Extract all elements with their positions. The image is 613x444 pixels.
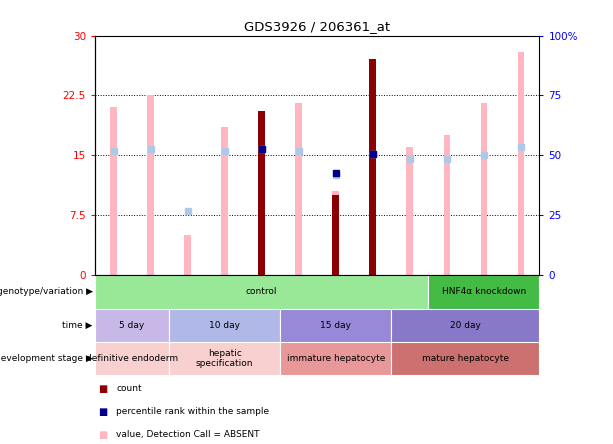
Bar <box>95 275 428 309</box>
Bar <box>370 59 376 275</box>
Text: control: control <box>246 287 278 297</box>
Text: development stage ▶: development stage ▶ <box>0 354 93 363</box>
Bar <box>332 195 339 275</box>
Bar <box>280 309 391 342</box>
Text: genotype/variation ▶: genotype/variation ▶ <box>0 287 93 297</box>
Bar <box>95 342 169 375</box>
Bar <box>110 107 117 275</box>
Bar <box>428 275 539 309</box>
Bar <box>517 52 524 275</box>
Bar <box>169 342 280 375</box>
Bar <box>185 235 191 275</box>
Text: percentile rank within the sample: percentile rank within the sample <box>116 407 270 416</box>
Text: ■: ■ <box>98 430 107 440</box>
Text: 10 day: 10 day <box>209 321 240 330</box>
Bar <box>370 59 376 275</box>
Text: immature hepatocyte: immature hepatocyte <box>286 354 385 363</box>
Text: 15 day: 15 day <box>320 321 351 330</box>
Text: mature hepatocyte: mature hepatocyte <box>422 354 509 363</box>
Bar <box>332 191 339 275</box>
Bar <box>258 111 265 275</box>
Text: ■: ■ <box>98 384 107 393</box>
Bar <box>95 309 169 342</box>
Bar <box>169 309 280 342</box>
Text: value, Detection Call = ABSENT: value, Detection Call = ABSENT <box>116 430 260 439</box>
Bar <box>295 103 302 275</box>
Text: definitive endoderm: definitive endoderm <box>86 354 178 363</box>
Text: count: count <box>116 384 142 393</box>
Bar <box>147 95 154 275</box>
Text: 5 day: 5 day <box>120 321 145 330</box>
Title: GDS3926 / 206361_at: GDS3926 / 206361_at <box>244 20 390 33</box>
Bar <box>221 127 228 275</box>
Text: ■: ■ <box>98 407 107 416</box>
Bar <box>280 342 391 375</box>
Text: HNF4α knockdown: HNF4α knockdown <box>442 287 526 297</box>
Text: 20 day: 20 day <box>450 321 481 330</box>
Bar <box>391 309 539 342</box>
Text: time ▶: time ▶ <box>63 321 93 330</box>
Bar <box>258 111 265 275</box>
Bar <box>391 342 539 375</box>
Bar <box>406 147 413 275</box>
Text: hepatic
specification: hepatic specification <box>196 349 253 368</box>
Bar <box>444 135 450 275</box>
Bar <box>481 103 487 275</box>
